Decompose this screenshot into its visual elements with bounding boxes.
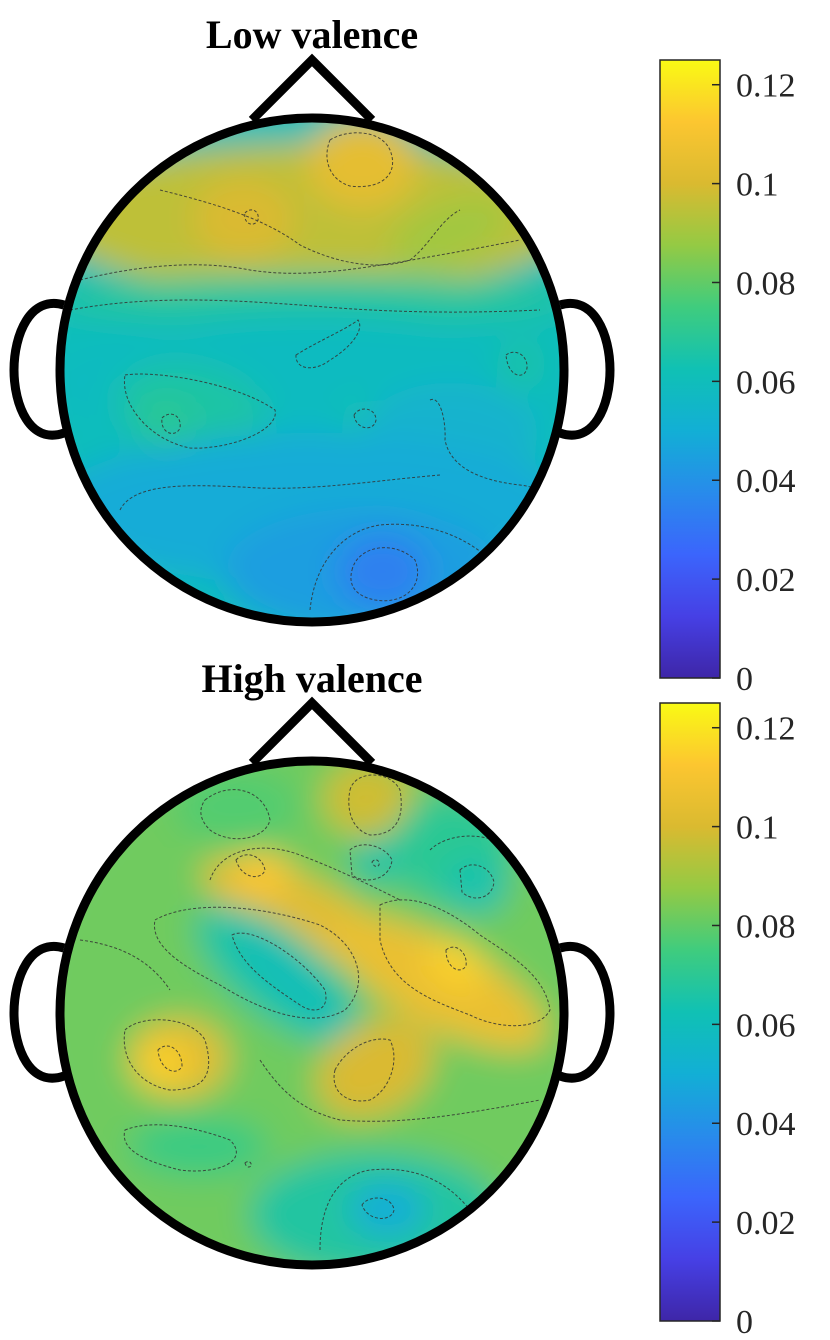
colorbar-high-valence: 0 0.02 0.04 0.06 0.08 0.1 0.12: [659, 702, 796, 1340]
topomap-low-valence: Low valence: [9, 12, 615, 627]
head-outline: [55, 756, 569, 1270]
colorbar-tick-label: 0.02: [736, 562, 796, 599]
nose-outline: [248, 696, 376, 767]
left-ear-outline: [9, 941, 66, 1083]
colorbar-tick-label: 0.06: [736, 364, 796, 401]
colorbar-tick-label: 0.12: [736, 68, 796, 105]
colorbar-tick-label: 0.04: [736, 1106, 796, 1143]
colorbar-tick-label: 0.1: [736, 810, 779, 847]
region-left-temporal-peak: [135, 397, 197, 449]
head-outline: [55, 113, 569, 627]
colorbar-tick-label: 0.06: [736, 1007, 796, 1044]
right-ear-outline: [558, 941, 615, 1083]
region-frontal-left: [173, 768, 300, 845]
colorbar-tick-label: 0.1: [736, 167, 779, 204]
colorbar-tick-label: 0.08: [736, 908, 796, 945]
topomap-heat-field: [60, 761, 564, 1265]
region-right-central-peak: [424, 939, 487, 991]
region-right-temporal-spot: [495, 339, 547, 391]
colorbar-gradient: [659, 59, 721, 679]
topomap-high-valence: High valence: [9, 656, 615, 1270]
region-fronto-central-peak: [231, 851, 292, 898]
panel-title: Low valence: [206, 12, 418, 57]
topomap-heat-field: [60, 118, 564, 622]
region-central-parietal: [315, 1018, 435, 1119]
colorbar-tick-label: 0.08: [736, 265, 796, 302]
colorbar-tick-label: 0.02: [736, 1205, 796, 1242]
colorbar-low-valence: 0 0.02 0.04 0.06 0.08 0.1 0.12: [659, 59, 796, 698]
region-left-parietal: [128, 1116, 270, 1177]
region-central-trough-core: [233, 931, 341, 1030]
region-right-occipital-minimum: [337, 533, 428, 610]
left-ear-outline: [9, 298, 66, 440]
region-occipital-minimum: [349, 1181, 426, 1238]
nose-outline: [248, 53, 376, 124]
colorbar-tick-label: 0.04: [736, 463, 796, 500]
region-frontal-spot: [349, 839, 401, 885]
region-left-frontal-peak: [193, 178, 295, 260]
panel-title: High valence: [201, 656, 422, 701]
region-right-frontal: [443, 859, 509, 915]
region-right-frontal-edge: [390, 195, 511, 268]
colorbar-tick-label: 0: [736, 661, 753, 698]
right-ear-outline: [558, 298, 615, 440]
region-right-central-ridge: [329, 914, 547, 1051]
colorbar-tick-label: 0.12: [736, 711, 796, 748]
colorbar-gradient: [659, 702, 721, 1322]
colorbar-tick-label: 0: [736, 1304, 753, 1340]
contour-lines: [79, 774, 551, 1251]
region-frontal-peak: [306, 118, 418, 209]
region-left-temporal-peak: [138, 1040, 189, 1087]
